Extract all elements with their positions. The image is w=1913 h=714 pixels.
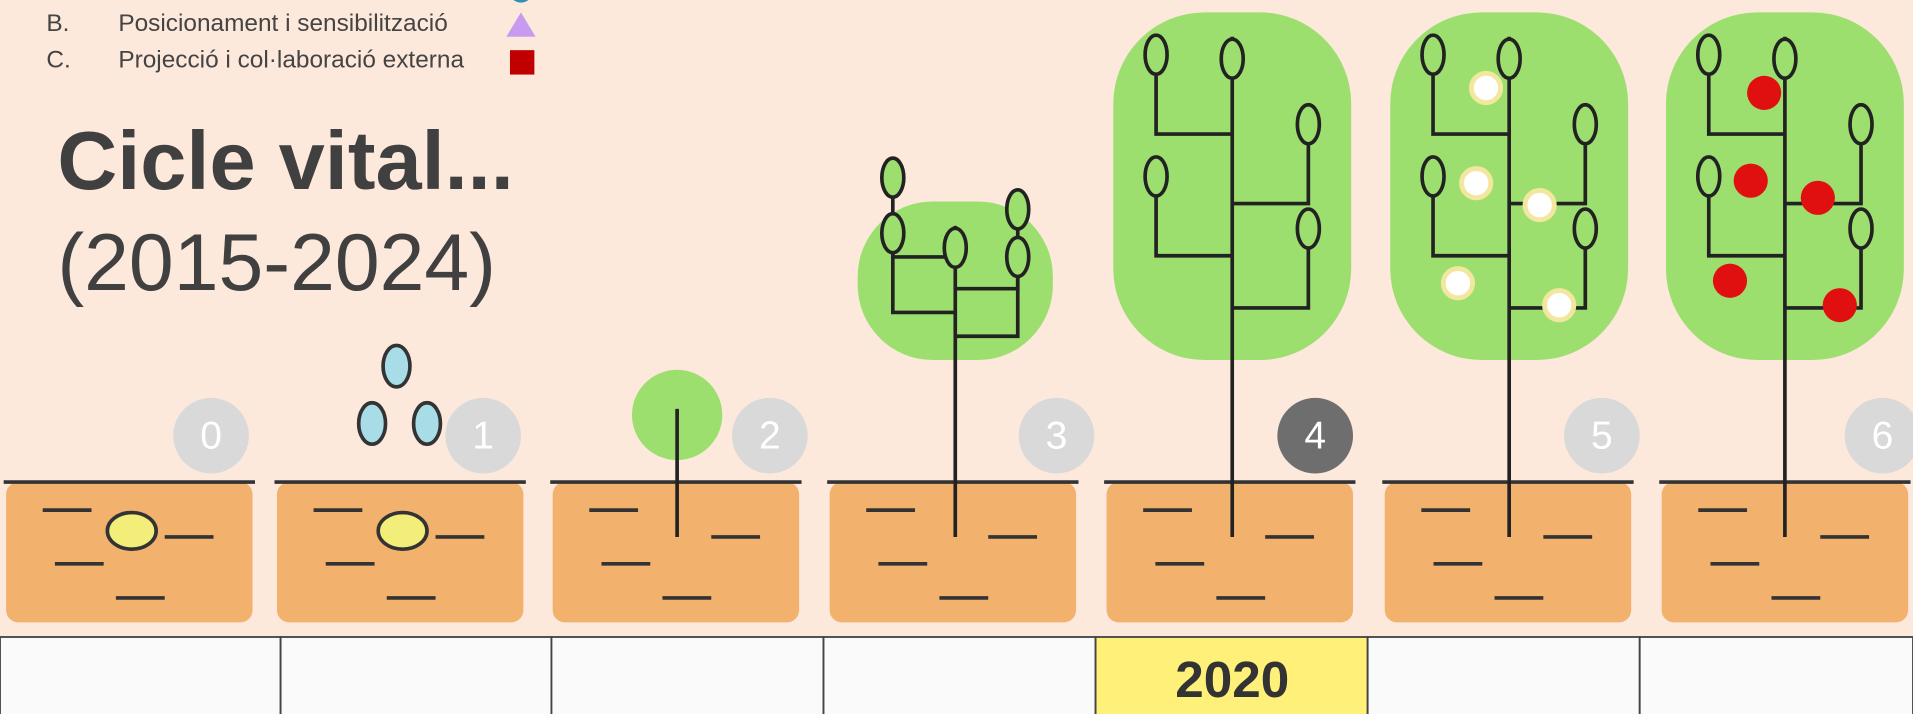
soil — [830, 482, 1076, 622]
leaf — [1221, 39, 1243, 78]
leaf — [1698, 157, 1720, 196]
leaf — [1698, 35, 1720, 74]
soil — [277, 482, 523, 622]
leaf — [1145, 35, 1167, 74]
fruit — [1713, 264, 1747, 298]
stage-number: 1 — [472, 414, 494, 457]
legend-text: Posicionament i sensibilització — [118, 10, 447, 37]
flower — [1545, 291, 1574, 320]
leaf — [1007, 190, 1029, 229]
leaf — [1297, 105, 1319, 144]
fruit — [1747, 76, 1781, 110]
table-cell — [551, 637, 823, 714]
timeline-table — [0, 637, 1913, 714]
stage-number: 6 — [1872, 414, 1894, 457]
fruit — [1823, 288, 1857, 322]
page: B. Posicionament i sensibilització C. Pr… — [0, 0, 1913, 714]
leaf — [1574, 209, 1596, 248]
soil — [6, 482, 252, 622]
leaf — [882, 214, 904, 253]
legend-letter: C. — [46, 47, 70, 74]
leaf — [1422, 35, 1444, 74]
seed — [378, 513, 427, 550]
stage-number: 0 — [200, 414, 222, 457]
table-cell — [1640, 637, 1913, 714]
slide: B. Posicionament i sensibilització C. Pr… — [0, 0, 1913, 714]
flower — [1462, 169, 1491, 198]
year: 2020 — [1175, 651, 1289, 708]
leaf — [1422, 157, 1444, 196]
flower — [1525, 190, 1554, 219]
legend-marker-c — [510, 50, 534, 74]
droplet — [359, 403, 386, 444]
leaf — [1297, 209, 1319, 248]
stage-number: 3 — [1046, 414, 1068, 457]
leaf — [1574, 105, 1596, 144]
leaf — [1498, 39, 1520, 78]
legend-text: Projecció i col·laboració externa — [118, 47, 464, 74]
table-cell — [0, 637, 281, 714]
stage-number: 2 — [759, 414, 781, 457]
flower — [1443, 269, 1472, 298]
droplet — [414, 403, 441, 444]
title: Cicle vital... — [57, 114, 513, 207]
fruit — [1801, 181, 1835, 215]
leaf — [1145, 157, 1167, 196]
legend-letter: B. — [46, 10, 69, 37]
seed — [107, 513, 156, 550]
subtitle: (2015-2024) — [57, 218, 496, 308]
leaf — [1850, 105, 1872, 144]
fruit — [1734, 164, 1768, 198]
table-cell — [281, 637, 552, 714]
soil — [1107, 482, 1353, 622]
leaf — [1774, 39, 1796, 78]
leaf — [1850, 209, 1872, 248]
leaf — [1007, 237, 1029, 276]
stage-number: 4 — [1304, 414, 1326, 457]
stage-number: 5 — [1591, 414, 1613, 457]
leaf — [882, 158, 904, 197]
table-cell — [1368, 637, 1640, 714]
droplet — [383, 345, 410, 386]
leaf — [944, 228, 966, 267]
flower — [1471, 73, 1500, 102]
table-cell — [824, 637, 1096, 714]
